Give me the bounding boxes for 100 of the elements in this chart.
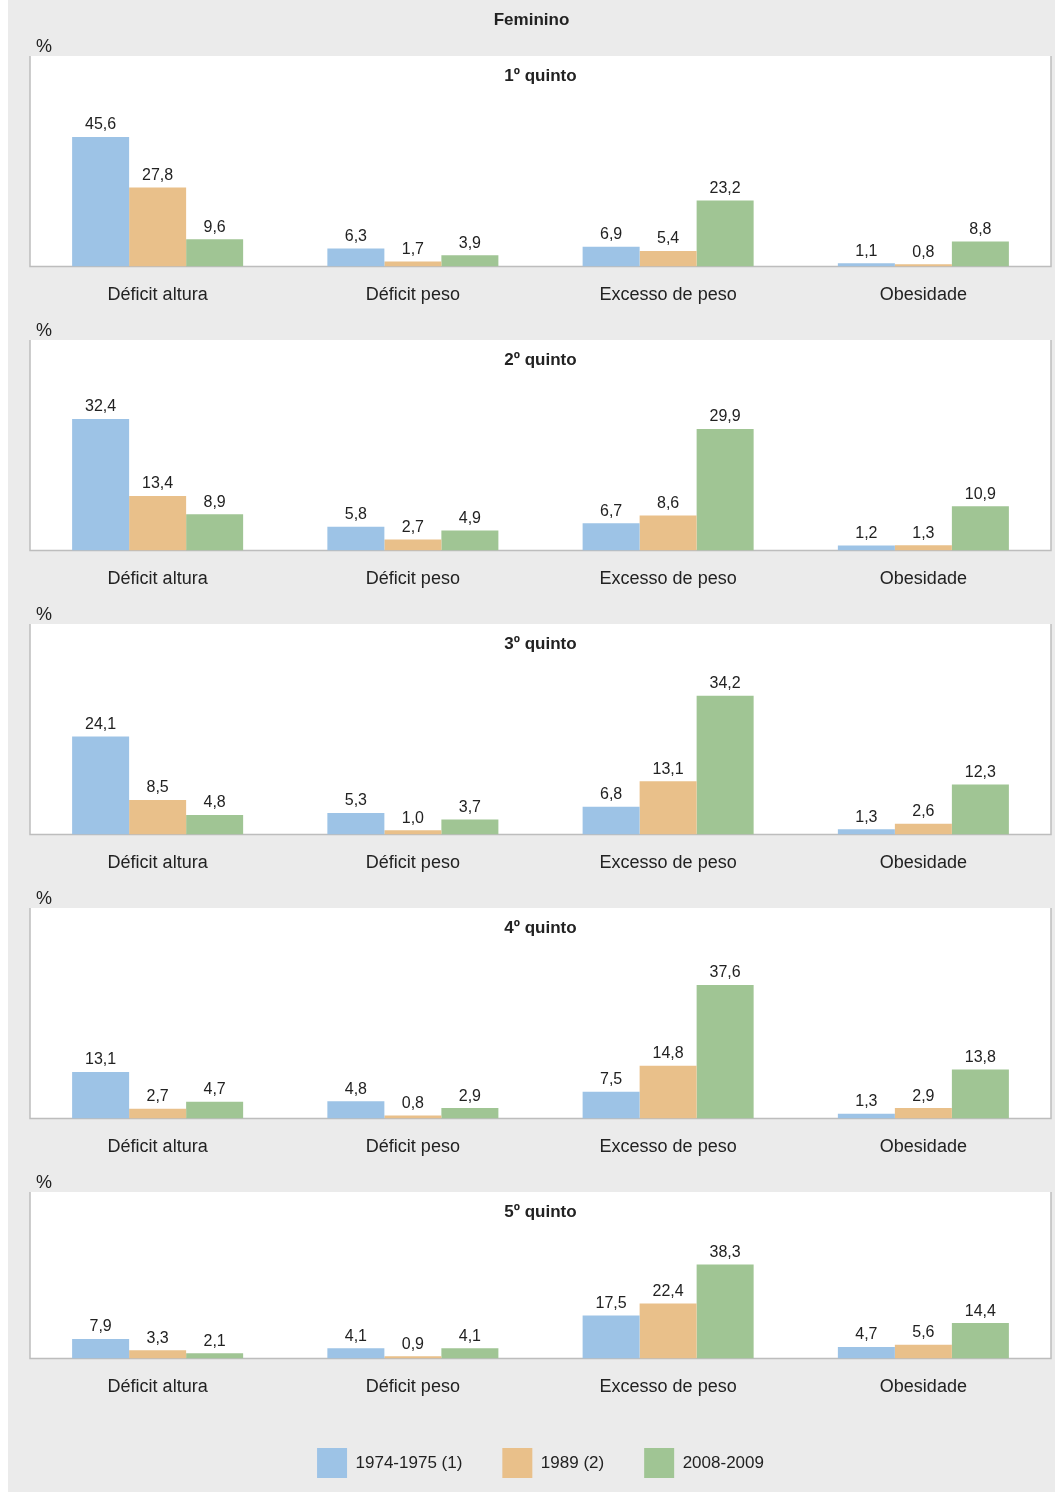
bar	[894, 1344, 952, 1359]
bar	[582, 246, 640, 267]
data-label: 6,8	[599, 785, 623, 803]
data-label: 1,2	[855, 523, 878, 541]
data-label: 2,7	[401, 517, 425, 535]
x-tick-label: Obesidade	[879, 1376, 967, 1397]
data-label: 0,8	[401, 1093, 425, 1111]
bar	[951, 784, 1009, 835]
chart-title: 5º quinto	[504, 1201, 577, 1221]
x-tick-label: Obesidade	[879, 852, 967, 873]
y-axis-title: %	[35, 604, 53, 624]
bar	[696, 984, 754, 1119]
data-label: 37,6	[709, 963, 741, 981]
bar	[441, 819, 499, 835]
data-label: 2,6	[912, 802, 935, 820]
data-label: 17,5	[595, 1293, 627, 1311]
data-label: 2,7	[146, 1087, 169, 1105]
bar	[639, 1303, 697, 1359]
x-tick-label: Déficit altura	[107, 852, 209, 873]
bar	[639, 515, 697, 551]
data-label: 6,3	[344, 226, 368, 244]
y-axis-title: %	[35, 888, 53, 908]
chart-title: 3º quinto	[504, 633, 577, 653]
bar	[327, 812, 385, 835]
data-label: 7,9	[89, 1317, 112, 1335]
x-tick-label: Déficit altura	[107, 284, 209, 305]
data-label: 6,7	[599, 501, 623, 519]
data-label: 5,8	[344, 505, 368, 523]
bar	[951, 506, 1009, 551]
data-label: 2,9	[458, 1086, 482, 1104]
bar	[696, 200, 754, 267]
data-label: 8,8	[969, 219, 992, 237]
data-label: 14,8	[652, 1044, 684, 1062]
bar	[951, 1323, 1009, 1359]
bar	[186, 814, 244, 835]
chart-title: 1º quinto	[504, 65, 577, 85]
bar	[129, 1350, 187, 1359]
data-label: 4,7	[855, 1325, 878, 1343]
x-tick-label: Obesidade	[879, 1136, 967, 1157]
bar	[384, 830, 442, 835]
bar	[327, 1348, 385, 1359]
bar	[72, 1071, 130, 1119]
bar	[129, 496, 187, 551]
data-label: 4,8	[203, 793, 226, 811]
data-label: 34,2	[709, 674, 741, 692]
bar	[951, 1069, 1009, 1119]
data-label: 13,8	[964, 1047, 997, 1065]
bar	[582, 523, 640, 551]
x-tick-label: Excesso de peso	[599, 852, 737, 873]
x-tick-label: Excesso de peso	[599, 568, 737, 589]
x-tick-label: Déficit peso	[365, 568, 460, 589]
data-label: 8,5	[146, 778, 169, 796]
bar	[639, 251, 697, 267]
x-tick-label: Déficit altura	[107, 1136, 209, 1157]
x-tick-label: Déficit peso	[365, 1136, 460, 1157]
x-tick-label: Excesso de peso	[599, 1136, 737, 1157]
bar	[837, 829, 895, 835]
bar	[696, 429, 754, 551]
text: Feminino	[492, 9, 571, 31]
data-label: 1,3	[912, 523, 935, 541]
data-label: 8,9	[203, 492, 226, 510]
data-label: 3,9	[458, 233, 482, 251]
data-label: 32,4	[85, 397, 117, 415]
bar	[696, 1264, 754, 1359]
bar	[951, 241, 1009, 267]
data-label: 0,8	[912, 242, 935, 260]
data-label: 24,1	[85, 715, 117, 733]
bar	[186, 514, 244, 551]
y-axis-title: %	[35, 36, 53, 56]
bar	[327, 526, 385, 551]
data-label: 4,9	[458, 508, 482, 526]
data-label: 4,8	[344, 1079, 368, 1097]
data-label: 38,3	[709, 1242, 741, 1260]
x-tick-label: Déficit peso	[365, 284, 460, 305]
data-label: 1,3	[855, 1092, 878, 1110]
legend-label: 1974-1975 (1)	[355, 1452, 463, 1472]
data-label: 45,6	[85, 115, 117, 133]
data-label: 5,4	[657, 229, 680, 247]
data-label: 13,1	[652, 759, 684, 777]
bar	[186, 1101, 244, 1119]
data-label: 13,4	[142, 474, 174, 492]
bar	[441, 255, 499, 267]
data-label: 29,9	[709, 407, 741, 425]
data-label: 1,1	[855, 241, 878, 259]
bar	[129, 187, 187, 267]
data-label: 4,1	[458, 1326, 482, 1344]
bar	[441, 530, 499, 551]
data-label: 27,8	[142, 165, 174, 183]
bar	[837, 1346, 895, 1359]
y-axis-title: %	[35, 1172, 53, 1192]
data-label: 3,3	[146, 1328, 169, 1346]
bar	[639, 781, 697, 835]
data-label: 3,7	[458, 797, 482, 815]
bar	[582, 1091, 640, 1119]
bar	[894, 823, 952, 835]
bar	[582, 1315, 640, 1359]
data-label: 1,3	[855, 807, 878, 825]
x-tick-label: Obesidade	[879, 284, 967, 305]
bar	[384, 1356, 442, 1359]
chart-title: 2º quinto	[504, 349, 577, 369]
